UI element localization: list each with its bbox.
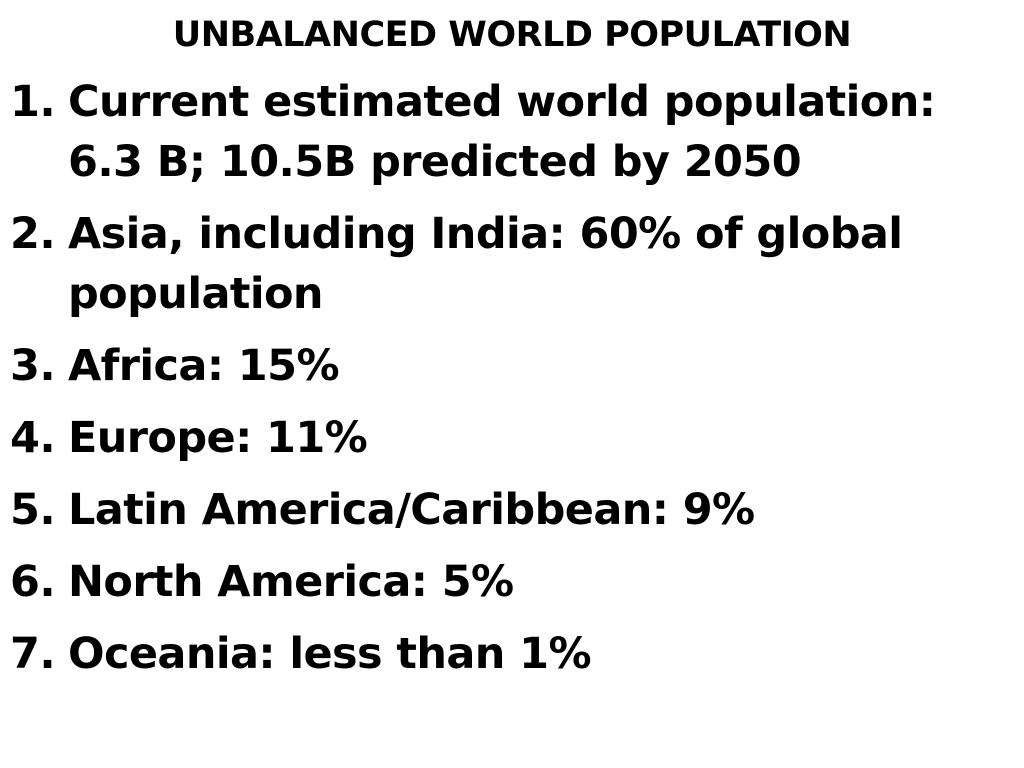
item-line: North America: 5% — [68, 557, 514, 607]
list-item: 1. Current estimated world population: 6.3… — [10, 72, 1020, 192]
item-text: Oceania: less than 1% — [68, 624, 592, 684]
item-line: Europe: 11% — [68, 413, 368, 463]
item-text: Europe: 11% — [68, 408, 368, 468]
list-item: 2. Asia, including India: 60% of global po… — [10, 204, 1020, 324]
item-number: 5. — [10, 485, 56, 535]
slide-title: UNBALANCED WORLD POPULATION — [172, 15, 852, 55]
item-number: 6. — [10, 557, 56, 607]
item-line: Africa: 15% — [68, 341, 340, 391]
numbered-list: 1. Current estimated world population: 6.3… — [10, 72, 1020, 696]
list-item: 3. Africa: 15% — [10, 336, 1020, 396]
item-number: 2. — [10, 209, 56, 259]
item-number: 7. — [10, 629, 56, 679]
list-item: 5. Latin America/Caribbean: 9% — [10, 480, 1020, 540]
item-line: 6.3 B; 10.5B predicted by 2050 — [68, 137, 802, 187]
list-item: 4. Europe: 11% — [10, 408, 1020, 468]
item-number: 1. — [10, 77, 56, 127]
item-text: Africa: 15% — [68, 336, 340, 396]
item-text: Asia, including India: 60% of global popu… — [68, 204, 903, 324]
item-number: 3. — [10, 341, 56, 391]
item-line: population — [68, 269, 324, 319]
item-line: Current estimated world population: — [68, 77, 936, 127]
list-item: 7. Oceania: less than 1% — [10, 624, 1020, 684]
item-text: Latin America/Caribbean: 9% — [68, 480, 755, 540]
list-item: 6. North America: 5% — [10, 552, 1020, 612]
item-line: Asia, including India: 60% of global — [68, 209, 903, 259]
item-line: Oceania: less than 1% — [68, 629, 592, 679]
item-number: 4. — [10, 413, 56, 463]
item-line: Latin America/Caribbean: 9% — [68, 485, 755, 535]
item-text: Current estimated world population: 6.3 B… — [68, 72, 936, 192]
item-text: North America: 5% — [68, 552, 514, 612]
